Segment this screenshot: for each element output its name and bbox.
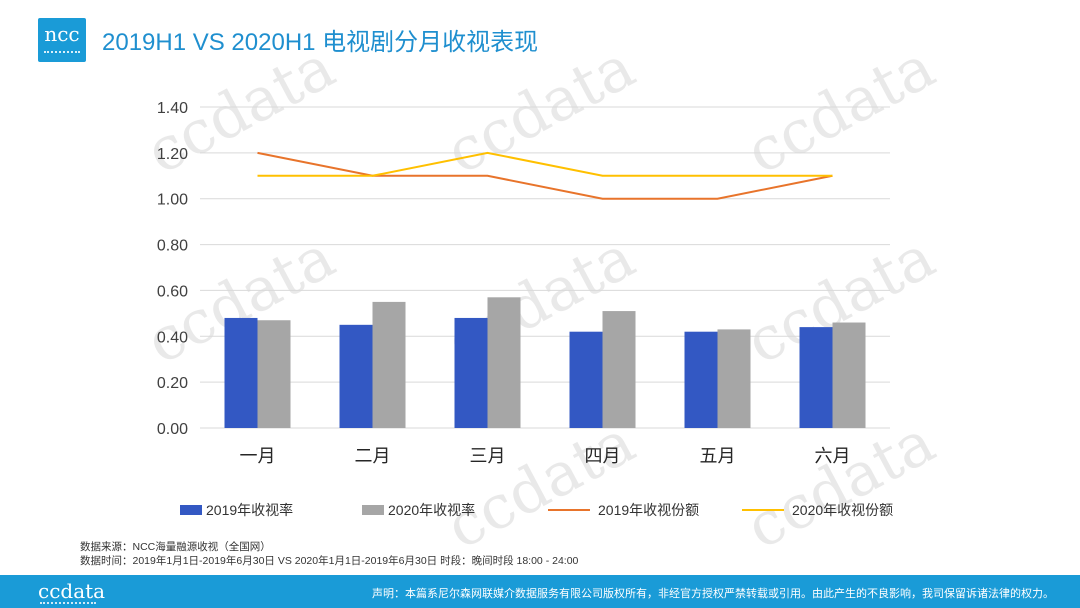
bar	[832, 322, 866, 428]
legend-item-2020-rating: 2020年收视率	[362, 500, 475, 520]
bar	[717, 329, 751, 428]
legend-label: 2020年收视率	[388, 502, 476, 518]
y-tick-label: 0.00	[157, 421, 188, 438]
bar	[339, 324, 373, 428]
legend-swatch	[548, 509, 590, 511]
y-tick-label: 1.40	[157, 100, 188, 117]
logo-text: ncc	[44, 22, 80, 46]
bar	[224, 317, 258, 428]
y-tick-label: 0.80	[157, 238, 188, 255]
chart-legend: 2019年收视率 2020年收视率 2019年收视份额 2020年收视份额	[180, 500, 900, 520]
y-tick-label: 0.40	[157, 329, 188, 346]
copyright-statement: 声明：本篇系尼尔森网联媒介数据服务有限公司版权所有，非经官方授权严禁转载或引用。…	[372, 588, 1054, 600]
legend-swatch	[362, 505, 384, 515]
x-tick-label: 二月	[355, 446, 391, 466]
x-tick-label: 一月	[240, 446, 276, 466]
bar	[487, 297, 521, 428]
series-line	[257, 151, 833, 177]
data-notes: 数据来源：NCC海量融源收视（全国网） 数据时间：2019年1月1日-2019年…	[80, 540, 578, 568]
x-tick-label: 三月	[470, 446, 506, 466]
legend-swatch	[180, 505, 202, 515]
legend-swatch	[742, 509, 784, 511]
x-tick-label: 四月	[585, 446, 621, 466]
combo-chart: 0.00 0.20 0.40 0.60 0.80 1.00 1.20 1.40 一月 二月 三月 四月…	[157, 100, 890, 466]
x-tick-label: 六月	[815, 446, 851, 466]
bar	[799, 327, 833, 428]
legend-item-2019-rating: 2019年收视率	[180, 500, 293, 520]
y-tick-label: 0.60	[157, 283, 188, 300]
footer-brand: ccdata	[38, 579, 106, 603]
footer-brand-dots	[40, 602, 96, 604]
bar	[602, 311, 636, 428]
page-title: 2019H1 VS 2020H1 电视剧分月收视表现	[102, 29, 539, 56]
bar	[257, 320, 291, 428]
bar	[569, 331, 603, 428]
data-source: 数据来源：NCC海量融源收视（全国网）	[80, 541, 271, 553]
series-line	[257, 151, 833, 200]
legend-label: 2019年收视份额	[598, 502, 700, 518]
bar	[684, 331, 718, 428]
bar	[454, 317, 488, 428]
ncc-logo: ncc	[38, 18, 86, 62]
bar	[372, 301, 406, 428]
legend-item-2020-share: 2020年收视份额	[742, 500, 893, 520]
logo-dots	[44, 51, 80, 56]
y-tick-label: 1.00	[157, 192, 188, 209]
x-tick-label: 五月	[700, 446, 736, 466]
y-tick-label: 0.20	[157, 375, 188, 392]
y-tick-label: 1.20	[157, 146, 188, 163]
data-period: 数据时间：2019年1月1日-2019年6月30日 VS 2020年1月1日-2…	[80, 555, 579, 567]
footer-bar: ccdata 声明：本篇系尼尔森网联媒介数据服务有限公司版权所有，非经官方授权严…	[0, 575, 1080, 608]
legend-label: 2020年收视份额	[792, 502, 894, 518]
legend-item-2019-share: 2019年收视份额	[548, 500, 699, 520]
legend-label: 2019年收视率	[206, 502, 294, 518]
